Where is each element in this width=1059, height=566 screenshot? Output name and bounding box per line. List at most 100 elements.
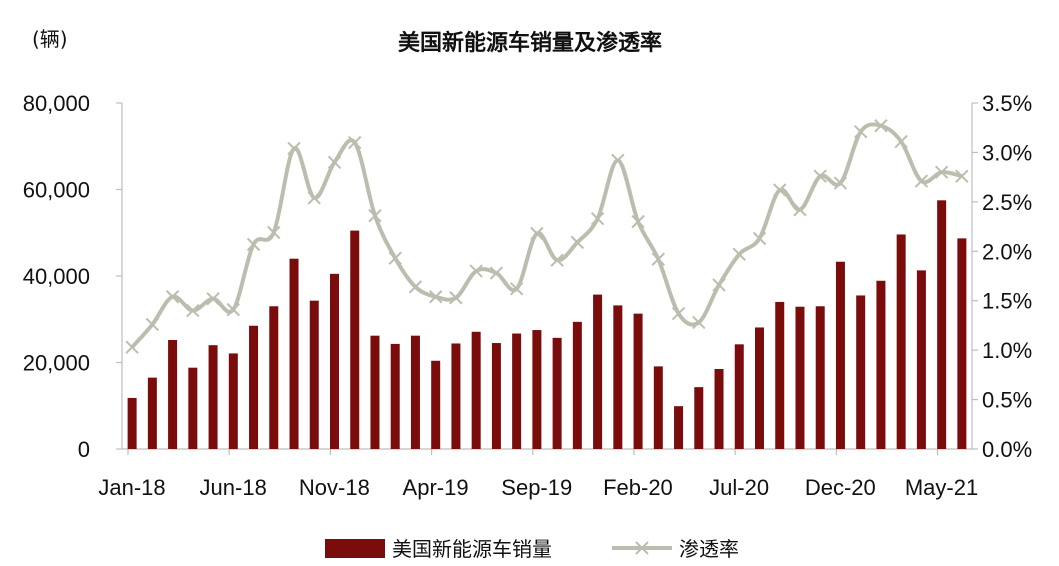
bar-sales	[350, 230, 360, 449]
left-axis-unit: (辆)	[32, 27, 68, 51]
bar-sales	[410, 335, 420, 449]
x-tick-label: May-21	[905, 475, 978, 500]
bar-sales	[633, 313, 643, 449]
point-penetration	[327, 155, 342, 170]
point-penetration	[206, 292, 220, 306]
bar-sales	[390, 343, 400, 449]
point-penetration	[388, 251, 402, 265]
point-penetration	[671, 306, 686, 321]
point-penetration	[631, 214, 645, 229]
point-penetration	[368, 208, 382, 223]
left-tick-label: 20,000	[23, 351, 90, 376]
point-penetration	[934, 165, 949, 179]
bar-sales	[674, 406, 684, 449]
left-tick-label: 80,000	[23, 91, 90, 116]
right-tick-label: 0.5%	[982, 388, 1032, 413]
bar-sales	[512, 333, 522, 449]
bar-sales	[168, 340, 178, 449]
legend-label-penetration: 渗透率	[679, 537, 739, 561]
bar-sales	[593, 294, 603, 449]
bar-sales	[249, 325, 259, 449]
point-penetration	[246, 237, 261, 252]
left-axis-ticks: 0 20,000 40,000 60,000 80,000	[23, 91, 122, 462]
point-penetration	[449, 291, 463, 305]
point-penetration	[793, 203, 807, 217]
x-tick-label: Apr-19	[403, 475, 469, 500]
bar-sales	[431, 360, 441, 449]
bar-sales	[552, 337, 562, 449]
legend-marker-penetration	[635, 541, 649, 555]
bar-sales	[916, 270, 926, 449]
bar-sales	[856, 295, 866, 449]
bar-sales	[330, 273, 339, 449]
bar-sales	[876, 280, 886, 449]
left-tick-label: 40,000	[23, 264, 90, 289]
bar-sales	[755, 327, 764, 449]
bar-sales	[815, 306, 825, 449]
point-penetration	[489, 266, 504, 280]
point-penetration	[125, 340, 139, 354]
point-penetration	[186, 303, 200, 318]
point-penetration	[651, 252, 666, 266]
point-penetration	[165, 290, 180, 304]
bar-sales	[471, 331, 481, 449]
x-tick-label: Feb-20	[603, 475, 673, 500]
bar-sales	[653, 366, 663, 449]
point-penetration	[590, 211, 605, 226]
left-tick-label: 60,000	[23, 178, 90, 203]
x-tick-label: Jan-18	[98, 475, 165, 500]
bar-sales	[795, 306, 805, 449]
bar-sales	[451, 343, 461, 449]
x-tick-label: Jun-18	[200, 475, 267, 500]
bar-sales	[532, 330, 542, 449]
legend: 美国新能源车销量 渗透率	[325, 537, 739, 561]
x-tick-label: Dec-20	[805, 475, 876, 500]
point-penetration	[267, 225, 281, 240]
left-tick-label: 0	[78, 437, 90, 462]
point-penetration	[145, 317, 160, 332]
point-penetration	[712, 278, 726, 292]
bar-sales	[775, 301, 785, 449]
point-penetration	[853, 124, 868, 139]
point-penetration	[307, 191, 321, 205]
right-tick-label: 1.0%	[982, 338, 1032, 363]
point-penetration	[509, 282, 524, 296]
bar-sales	[896, 234, 906, 449]
bar-sales	[734, 344, 744, 449]
legend-label-sales: 美国新能源车销量	[392, 537, 552, 561]
bar-sales	[957, 238, 967, 449]
right-tick-label: 1.5%	[982, 289, 1032, 314]
point-penetration	[894, 134, 908, 149]
bar-sales	[228, 353, 238, 449]
bar-sales	[572, 321, 582, 449]
right-tick-label: 3.0%	[982, 140, 1032, 165]
point-penetration	[692, 315, 706, 330]
bar-sales	[208, 345, 218, 449]
point-penetration	[813, 169, 827, 183]
chart-title: 美国新能源车销量及渗透率	[398, 30, 662, 56]
point-penetration	[428, 290, 443, 304]
right-tick-label: 0.0%	[982, 437, 1032, 462]
point-penetration	[611, 153, 625, 168]
line-series	[125, 119, 969, 354]
point-penetration	[833, 176, 848, 190]
point-penetration	[914, 174, 929, 188]
bar-sales	[491, 343, 501, 449]
bar-series	[127, 200, 967, 449]
bar-sales	[289, 258, 299, 449]
point-penetration	[348, 135, 362, 150]
point-penetration	[226, 302, 241, 317]
bar-sales	[694, 387, 704, 449]
point-penetration	[408, 280, 423, 294]
right-axis-ticks: 0.0% 0.5% 1.0% 1.5% 2.0% 2.5% 3.0% 3.5%	[972, 91, 1032, 462]
x-tick-label: Sep-19	[501, 475, 572, 500]
legend-swatch-sales	[325, 539, 385, 558]
bar-sales	[188, 367, 198, 449]
point-penetration	[955, 169, 969, 183]
point-penetration	[530, 226, 544, 241]
bar-sales	[147, 377, 157, 449]
bar-sales	[835, 261, 845, 449]
bar-sales	[937, 200, 947, 449]
point-penetration	[773, 183, 787, 197]
point-penetration	[287, 141, 301, 156]
